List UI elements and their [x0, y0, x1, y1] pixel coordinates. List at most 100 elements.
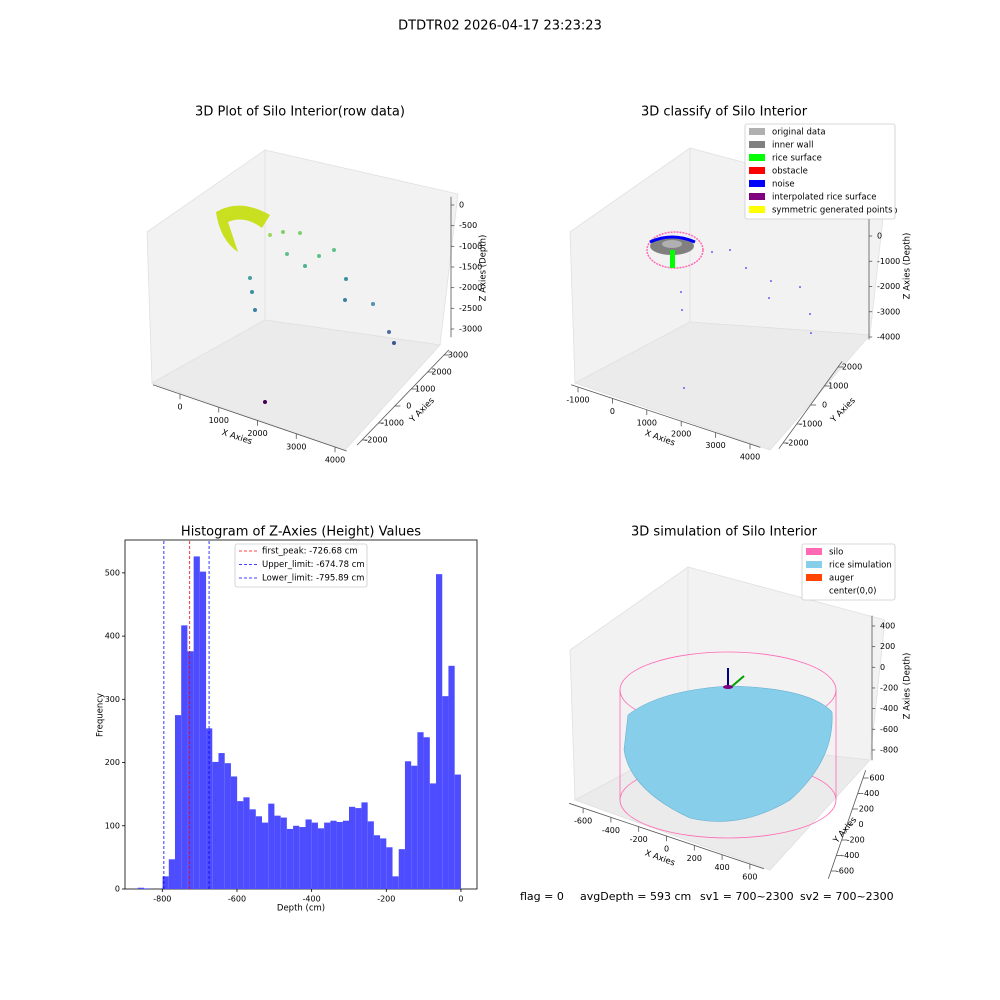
z-tick-label: -1000 — [877, 257, 900, 266]
axis-label: Y Axies — [407, 396, 437, 426]
bar — [143, 888, 151, 889]
legend-label: silo — [829, 548, 843, 558]
legend-swatch — [749, 193, 765, 200]
y-tick-label: -2000 — [785, 439, 808, 448]
point — [680, 291, 682, 293]
bar — [429, 783, 437, 889]
footer-text: avgDepth = 593 cm — [580, 890, 691, 903]
z-tick-label: -2000 — [877, 282, 900, 291]
x-tick-label: 600 — [742, 873, 757, 882]
legend-swatch — [749, 141, 765, 148]
point — [285, 252, 289, 256]
x-tick-label: 4000 — [740, 453, 760, 462]
point — [683, 387, 685, 389]
legend-swatch — [749, 167, 765, 174]
silo-sim — [619, 651, 837, 839]
z-tick-label: -3000 — [877, 307, 900, 316]
x-tick-label: -1000 — [566, 396, 589, 405]
x-tick-label: 0 — [458, 895, 463, 904]
point — [768, 297, 770, 299]
y-tick-label: 400 — [864, 789, 879, 798]
auger — [723, 685, 733, 689]
x-tick-label: 2000 — [671, 430, 691, 439]
bar — [261, 822, 269, 889]
y-tick-label: 200 — [105, 758, 120, 767]
axis-label: Z Axies (Depth) — [903, 233, 913, 300]
y-tick-label: 0 — [115, 885, 120, 894]
pane — [264, 149, 459, 346]
point — [711, 251, 713, 253]
bar — [342, 820, 350, 889]
point — [268, 233, 272, 237]
axis-label: Depth (cm) — [277, 904, 325, 914]
x-tick-label: 200 — [687, 854, 702, 863]
z-tick-label: -1000 — [459, 242, 482, 251]
bar — [442, 696, 449, 889]
bar — [224, 763, 231, 889]
point — [681, 309, 683, 311]
pane — [151, 319, 441, 451]
legend-label: original data — [772, 128, 826, 138]
bar — [361, 802, 368, 889]
y-tick-label: 100 — [105, 821, 120, 830]
y-tick-label: 3000 — [448, 351, 468, 360]
z-tick-label: 400 — [880, 621, 895, 630]
suptitle: DTDTR02 2026-04-17 23:23:23 — [398, 19, 602, 34]
bar — [367, 821, 374, 889]
z-tick-label: -1500 — [459, 262, 482, 271]
chart-title: 3D simulation of Silo Interior — [631, 525, 818, 540]
bar — [255, 816, 262, 889]
bar — [423, 737, 430, 889]
y-tick-label: 1000 — [828, 382, 848, 391]
legend-label: Lower_limit: -795.89 cm — [262, 574, 364, 584]
bar — [417, 732, 424, 889]
z-tick-label: 0 — [459, 201, 464, 210]
point — [253, 308, 257, 312]
point — [317, 254, 321, 258]
x-tick-label: -600 — [228, 895, 246, 904]
axis-label: Z Axies (Depth) — [903, 653, 913, 720]
legend-swatch — [749, 180, 765, 187]
z-tick-label: -4000 — [877, 333, 900, 342]
point — [298, 231, 302, 235]
bar — [280, 817, 287, 889]
y-tick-label: -200 — [847, 836, 865, 845]
bar — [168, 859, 175, 889]
legend-label: center(0,0) — [829, 587, 877, 597]
axis-label: Y Axies — [828, 396, 858, 426]
bar — [404, 761, 412, 889]
bar — [293, 825, 300, 889]
bar — [181, 625, 188, 889]
legend-swatch — [806, 561, 822, 568]
legend-label: interpolated rice surface — [772, 193, 877, 203]
y-tick-label: 2000 — [842, 363, 862, 372]
x-tick-label: -400 — [303, 895, 321, 904]
bar — [411, 765, 418, 889]
axis-label: Z Axies (Depth) — [479, 235, 489, 302]
point-cloud — [216, 205, 396, 404]
axis-line — [356, 349, 450, 446]
bar — [199, 571, 207, 889]
x-tick-label: 0 — [177, 403, 182, 412]
legend-label: rice surface — [772, 154, 822, 164]
footer-text: sv1 = 700~2300 — [700, 890, 794, 903]
bar — [386, 847, 393, 889]
bar — [448, 665, 455, 889]
axis-line — [570, 384, 761, 448]
point — [250, 290, 254, 294]
x-tick-label: 1000 — [209, 416, 229, 425]
chart-title: Histogram of Z-Axies (Height) Values — [181, 525, 421, 540]
z-tick-label: -500 — [459, 221, 477, 230]
bar — [212, 761, 219, 889]
bar — [137, 887, 144, 889]
z-tick-label: -600 — [880, 725, 898, 734]
y-tick-label: 400 — [105, 632, 120, 641]
legend-box — [801, 543, 896, 601]
legend-swatch — [806, 587, 822, 594]
bar — [349, 806, 356, 889]
legend-label: noise — [772, 180, 795, 190]
x-tick-label: 3000 — [286, 442, 306, 451]
pane — [573, 321, 871, 451]
x-tick-label: 3000 — [705, 441, 725, 450]
point — [387, 330, 391, 334]
